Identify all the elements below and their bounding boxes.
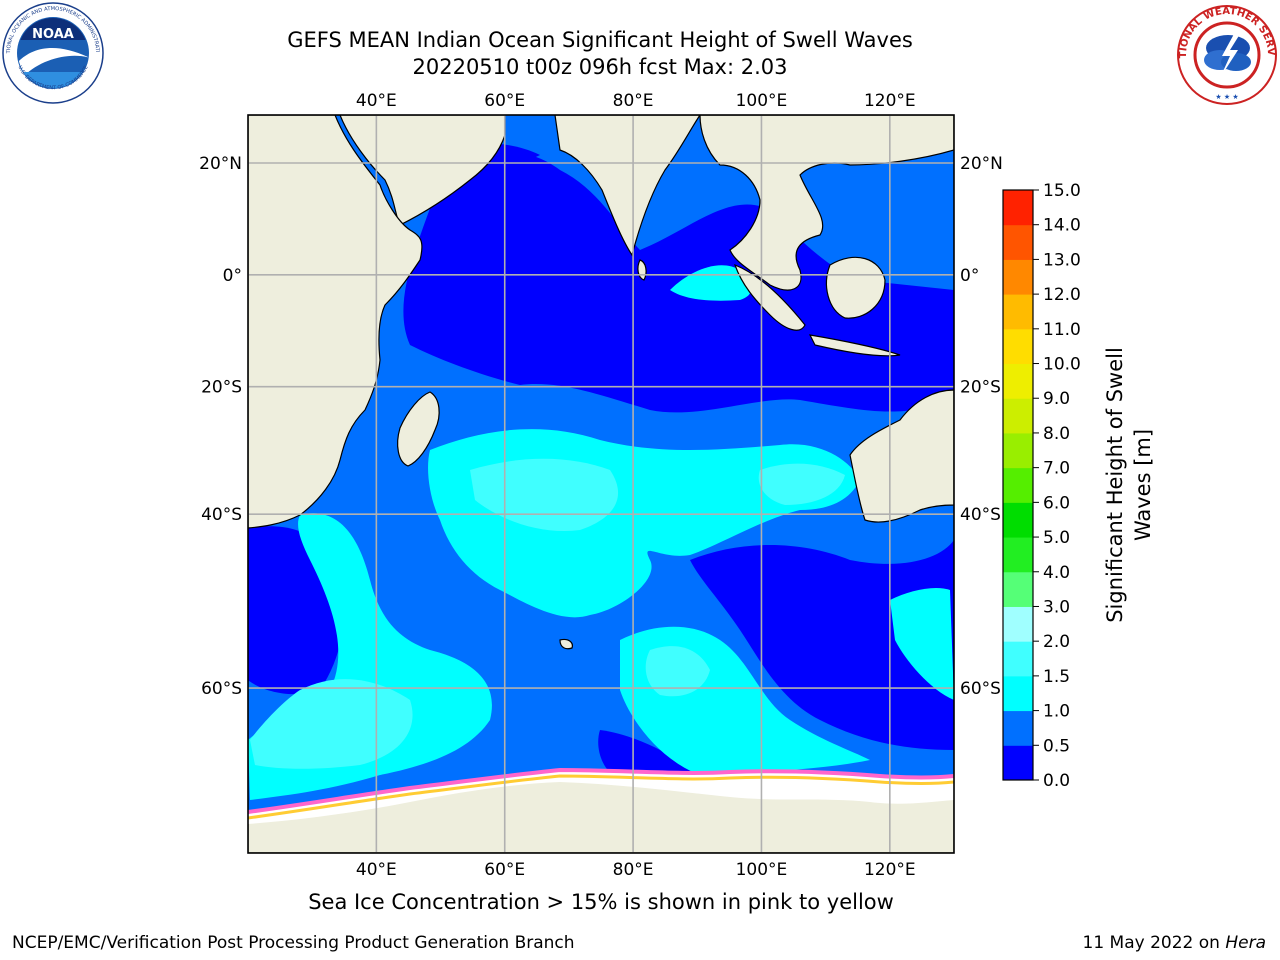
noaa-logo: NOAA NATIONAL OCEANIC AND ATMOSPHERIC AD… — [2, 2, 104, 104]
java-land — [808, 334, 901, 357]
lat-label-right: 40°S — [960, 505, 1001, 525]
colorbar-segment — [1003, 259, 1033, 295]
low-swell-region — [403, 151, 954, 413]
colorbar-segment — [1003, 537, 1033, 573]
sea-ice-edge-yellow — [248, 774, 954, 820]
nws-logo: NATIONAL WEATHER SERVICE ★ ★ ★ — [1176, 4, 1277, 105]
colorbar-tick-label: 9.0 — [1043, 389, 1070, 409]
chart-title: GEFS MEAN Indian Ocean Significant Heigh… — [287, 28, 913, 52]
colorbar-segment — [1003, 467, 1033, 503]
swell-1-5-region — [470, 458, 619, 531]
colorbar-frame — [1002, 189, 1034, 781]
colorbar-tick-label: 0.5 — [1043, 736, 1070, 756]
low-swell-region — [598, 730, 700, 780]
footer-date: 11 May 2022 on Hera — [1082, 933, 1267, 953]
colorbar-tick-label: 4.0 — [1043, 563, 1070, 583]
lat-label-right: 60°S — [960, 679, 1001, 699]
lat-label-left: 0° — [223, 266, 242, 286]
colorbar-tick-label: 7.0 — [1043, 459, 1070, 479]
colorbar-segment — [1003, 294, 1033, 330]
borneo-land — [825, 256, 886, 319]
colorbar-segment — [1003, 675, 1033, 712]
colorbar-tick-label: 2.0 — [1043, 632, 1070, 652]
colorbar-title-line1: Significant Height of Swell — [1103, 347, 1127, 623]
lat-label-left: 40°S — [201, 505, 242, 525]
lon-label-top: 40°E — [356, 91, 397, 111]
colorbar-tick-label: 8.0 — [1043, 424, 1070, 444]
india-land — [554, 115, 701, 257]
svg-text:★ ★ ★: ★ ★ ★ — [1215, 93, 1238, 101]
lon-label-bottom: 40°E — [356, 860, 397, 880]
kerguelen-island — [559, 638, 573, 650]
lon-label-top: 80°E — [613, 91, 654, 111]
sea-ice-area — [248, 770, 954, 824]
svg-text:NOAA: NOAA — [32, 27, 74, 42]
swell-1-0-region — [890, 588, 954, 700]
map-field — [248, 115, 954, 853]
colorbar-segment — [1003, 328, 1033, 365]
colorbar-tick-label: 15.0 — [1043, 181, 1081, 201]
colorbar-tick-label: 10.0 — [1043, 355, 1081, 375]
lat-label-right: 20°S — [960, 378, 1001, 398]
graticule — [248, 115, 954, 853]
colorbar-segment — [1003, 502, 1033, 538]
australia-land — [849, 389, 954, 523]
colorbar-segment — [1003, 224, 1033, 260]
lon-label-top: 60°E — [484, 91, 525, 111]
lon-label-top: 100°E — [736, 91, 788, 111]
madagascar-land — [397, 391, 440, 467]
colorbar-tick-label: 14.0 — [1043, 216, 1081, 236]
colorbar-tick-label: 12.0 — [1043, 285, 1081, 305]
swell-1-5-region — [758, 463, 845, 505]
colorbar-tick-label: 3.0 — [1043, 597, 1070, 617]
lat-label-right: 20°N — [960, 154, 1003, 174]
colorbar-tick-label: 0.0 — [1043, 771, 1070, 791]
africa-land — [248, 115, 423, 529]
lat-label-right: 0° — [960, 266, 979, 286]
footer-credit: NCEP/EMC/Verification Post Processing Pr… — [12, 933, 575, 953]
lon-label-bottom: 100°E — [736, 860, 788, 880]
forecast-subtitle: 20220510 t00z 096h fcst Max: 2.03 — [412, 55, 788, 79]
low-swell-region — [690, 540, 954, 750]
colorbar-title-line2: Waves [m] — [1131, 429, 1155, 541]
swell-1-5-region — [645, 646, 710, 697]
lat-label-left: 20°S — [201, 378, 242, 398]
colorbar-tick-label: 11.0 — [1043, 320, 1081, 340]
colorbar-segment — [1003, 641, 1033, 677]
lat-label-left: 60°S — [201, 679, 242, 699]
colorbar-segment — [1003, 398, 1033, 434]
colorbar-segment — [1003, 571, 1033, 607]
sumatra-land — [733, 263, 806, 331]
colorbar-tick-label: 13.0 — [1043, 250, 1081, 270]
colorbar-tick-label: 5.0 — [1043, 528, 1070, 548]
lon-label-bottom: 60°E — [484, 860, 525, 880]
colorbar-tick-label: 6.0 — [1043, 493, 1070, 513]
swell-1-5-region — [250, 679, 413, 769]
colorbar-tick-label: 1.0 — [1043, 702, 1070, 722]
sea-ice-edge — [248, 767, 954, 814]
lon-label-bottom: 80°E — [613, 860, 654, 880]
map-frame — [247, 114, 955, 854]
lon-label-bottom: 120°E — [864, 860, 916, 880]
colorbar-segment — [1003, 363, 1033, 399]
colorbar-segment — [1003, 710, 1033, 746]
colorbar-segment — [1003, 745, 1033, 781]
lat-label-left: 20°N — [199, 154, 242, 174]
colorbar: 0.0 0.5 1.0 1.5 2.0 3.0 4.0 5.0 6.0 7.0 8.0 9.0 10.0… — [1002, 181, 1081, 791]
footer-host: Hera — [1225, 933, 1266, 953]
colorbar-segment — [1003, 432, 1033, 469]
axis-ticks: 40°E 40°E 60°E 60°E 80°E 80°E 100°E 100°E 120°E 1… — [199, 91, 1003, 880]
sea-ice-caption: Sea Ice Concentration > 15% is shown in … — [308, 890, 894, 914]
colorbar-segment — [1003, 606, 1033, 642]
colorbar-tick-label: 1.5 — [1043, 667, 1070, 687]
colorbar-segment — [1003, 190, 1033, 226]
lon-label-top: 120°E — [864, 91, 916, 111]
